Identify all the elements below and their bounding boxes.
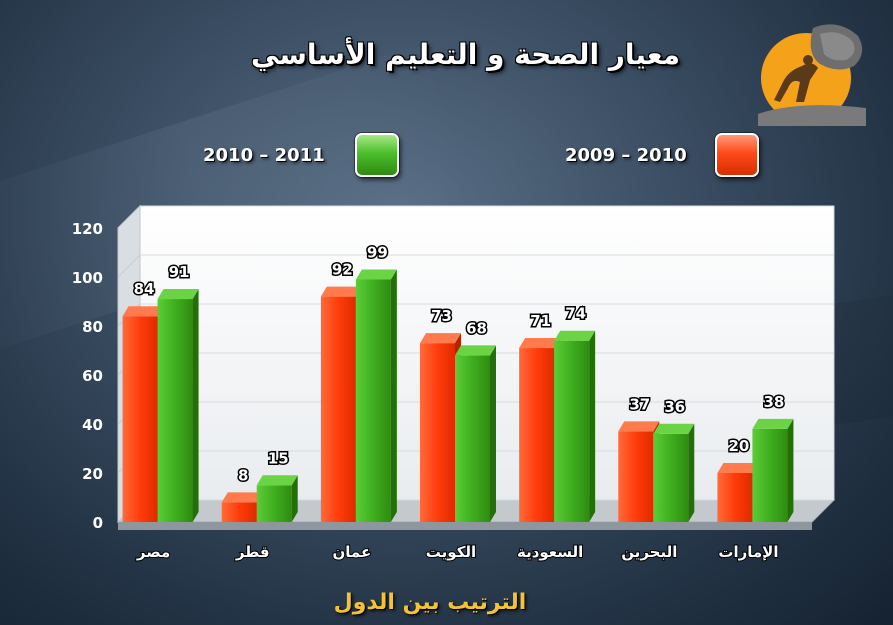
chart-title: معيار الصحة و التعليم الأساسي	[251, 38, 680, 71]
x-tick-label: السعودية	[517, 543, 583, 561]
y-tick-label: 80	[82, 318, 103, 336]
data-label: 15	[268, 449, 289, 467]
data-label: 38	[763, 393, 784, 411]
bar-top	[717, 463, 759, 473]
y-tick-label: 60	[82, 367, 103, 385]
x-tick-label: مصر	[136, 543, 170, 561]
bar-top	[256, 475, 298, 486]
legend-item-2009-2010: 2009 – 2010	[565, 133, 759, 177]
legend-label-2009-2010: 2009 – 2010	[565, 144, 687, 166]
bar-top	[157, 289, 199, 300]
bar-top	[122, 306, 164, 317]
chart-floor-edge	[118, 522, 812, 530]
data-label: 36	[664, 398, 685, 416]
bar-top	[618, 421, 660, 432]
data-label: 91	[169, 263, 190, 281]
y-tick-label: 120	[72, 220, 103, 238]
gridline-side	[117, 205, 141, 229]
y-tick-label: 40	[82, 416, 103, 434]
data-label: 68	[466, 319, 487, 337]
data-label: 20	[728, 437, 749, 455]
data-label: 37	[629, 395, 650, 413]
bar-top	[221, 492, 263, 503]
bar-side	[291, 475, 298, 522]
bar	[455, 355, 490, 522]
x-tick-label: عمان	[332, 543, 371, 561]
data-label: 73	[431, 307, 452, 325]
data-label: 99	[367, 243, 388, 261]
y-tick-label: 0	[93, 514, 103, 532]
bar-side	[490, 345, 496, 522]
legend-swatch-red	[714, 133, 759, 177]
x-axis-title: الترتيب بين الدول	[333, 590, 527, 615]
bar-top	[455, 345, 496, 356]
y-tick-label: 100	[72, 269, 103, 287]
y-tick-label: 20	[82, 465, 103, 483]
bar-top	[355, 269, 397, 280]
bar	[320, 296, 356, 522]
bar	[157, 299, 193, 522]
bar	[122, 316, 158, 522]
bar	[554, 340, 590, 522]
bar	[717, 473, 753, 522]
data-label: 92	[332, 261, 353, 279]
x-tick-label: البحرين	[621, 543, 677, 561]
bar-top	[554, 330, 596, 341]
bar	[519, 348, 555, 522]
x-tick-label: قطر	[235, 543, 270, 561]
sisyphus-logo-icon	[758, 24, 866, 126]
bar	[752, 428, 788, 522]
bar	[420, 343, 455, 522]
bar-top	[519, 338, 561, 349]
bar-top	[320, 286, 362, 297]
bar-side	[589, 330, 596, 522]
bar-side	[688, 423, 695, 522]
bar-top	[420, 333, 461, 344]
bar-side	[390, 269, 397, 522]
x-tick-label: الإمارات	[718, 543, 778, 561]
legend-label-2010-2011: 2010 – 2011	[203, 144, 325, 166]
bar	[256, 485, 292, 522]
data-label: 84	[134, 280, 155, 298]
legend-item-2010-2011: 2010 – 2011	[203, 133, 399, 177]
bar	[221, 502, 257, 522]
legend-swatch-green	[354, 133, 399, 177]
data-label: 74	[565, 305, 586, 323]
bar-side	[192, 289, 199, 522]
bar-top	[653, 423, 695, 434]
bar-side	[787, 418, 794, 522]
x-tick-label: الكويت	[426, 543, 476, 561]
bar-top	[752, 418, 794, 429]
data-label: 71	[530, 312, 551, 330]
bar	[618, 431, 654, 522]
bar	[653, 433, 689, 522]
bar	[355, 279, 391, 522]
data-label: 8	[238, 466, 248, 484]
gridline-side	[117, 254, 141, 278]
